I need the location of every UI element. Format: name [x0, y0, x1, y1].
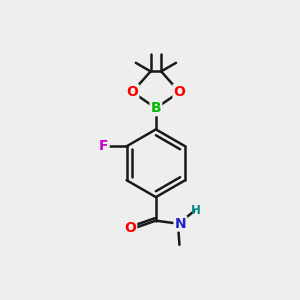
Text: O: O	[126, 85, 138, 99]
Text: N: N	[175, 217, 186, 231]
Text: F: F	[99, 139, 109, 153]
Text: H: H	[190, 204, 200, 217]
Text: B: B	[151, 101, 161, 115]
Text: O: O	[173, 85, 185, 99]
Text: O: O	[124, 221, 136, 235]
